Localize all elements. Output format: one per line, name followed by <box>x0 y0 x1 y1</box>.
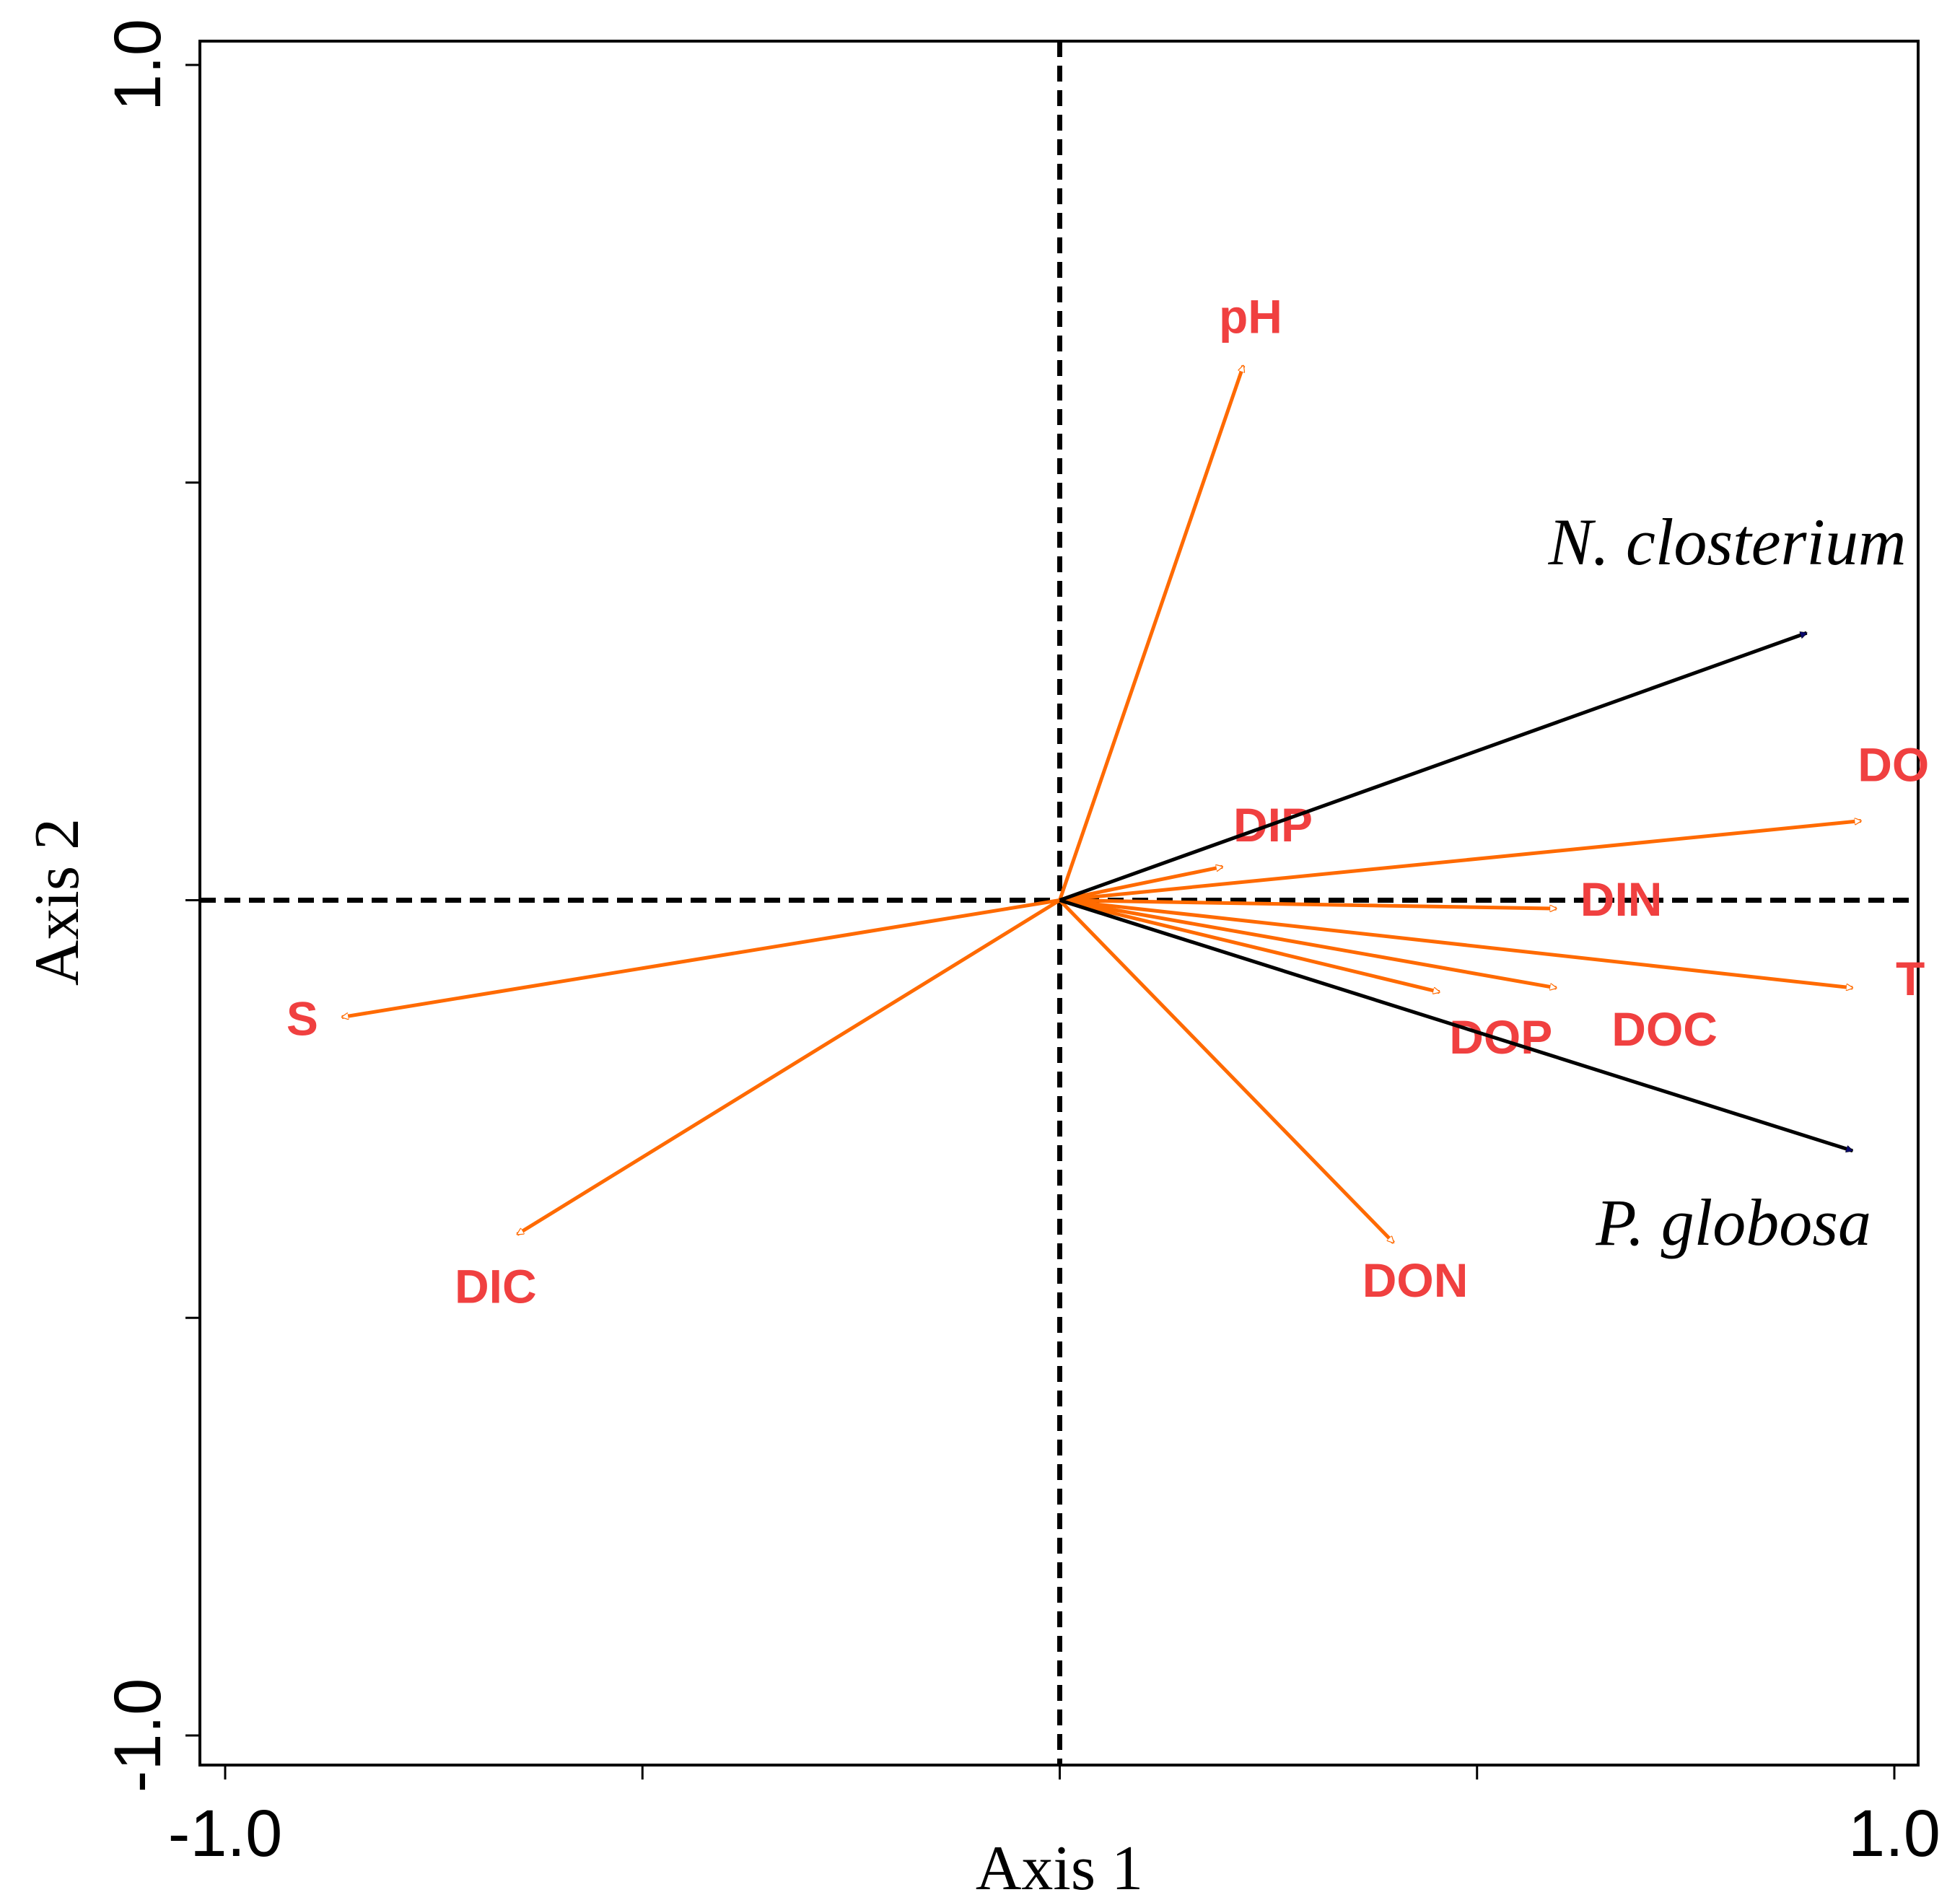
y-tick-label-max: 1.0 <box>101 19 175 111</box>
env-vector-s <box>342 898 1060 1017</box>
y-axis-title: Axis 2 <box>22 818 92 986</box>
env-vector-din <box>1059 898 1557 909</box>
environmental-vectors: pHDIPDODINTDOPDOCDONSDIC <box>286 290 1929 1313</box>
env-label-dic: DIC <box>455 1260 537 1313</box>
env-vector-dip <box>1059 867 1223 902</box>
env-vector-doc <box>1059 898 1557 989</box>
env-vector-dic <box>517 898 1061 1236</box>
env-label-dop: DOP <box>1449 1010 1552 1064</box>
species-vectors: N. closterium P. globosa <box>1059 505 1907 1259</box>
species-vector-p-globosa <box>1059 898 1853 1151</box>
env-vector-don <box>1058 898 1395 1244</box>
env-label-doc: DOC <box>1611 1002 1718 1056</box>
env-label-ph: pH <box>1219 290 1282 343</box>
env-vector-t <box>1059 898 1853 989</box>
env-vector-dop <box>1059 898 1440 992</box>
env-vector-ph <box>1058 366 1243 901</box>
x-axis-title: Axis 1 <box>976 1834 1143 1900</box>
axis-ticks <box>185 64 1896 1779</box>
env-label-don: DON <box>1362 1253 1469 1307</box>
species-label-p-globosa: P. globosa <box>1595 1186 1871 1259</box>
x-tick-label-max: 1.0 <box>1848 1797 1941 1870</box>
env-label-do: DO <box>1858 738 1929 792</box>
y-tick-label-min: -1.0 <box>101 1678 175 1793</box>
env-label-s: S <box>286 992 318 1046</box>
env-label-din: DIN <box>1580 872 1663 926</box>
env-label-t: T <box>1896 952 1925 1005</box>
species-label-n-closterium: N. closterium <box>1548 505 1907 579</box>
x-tick-label-min: -1.0 <box>168 1797 283 1870</box>
env-vector-do <box>1059 821 1861 902</box>
species-vector-n-closterium <box>1059 631 1807 902</box>
